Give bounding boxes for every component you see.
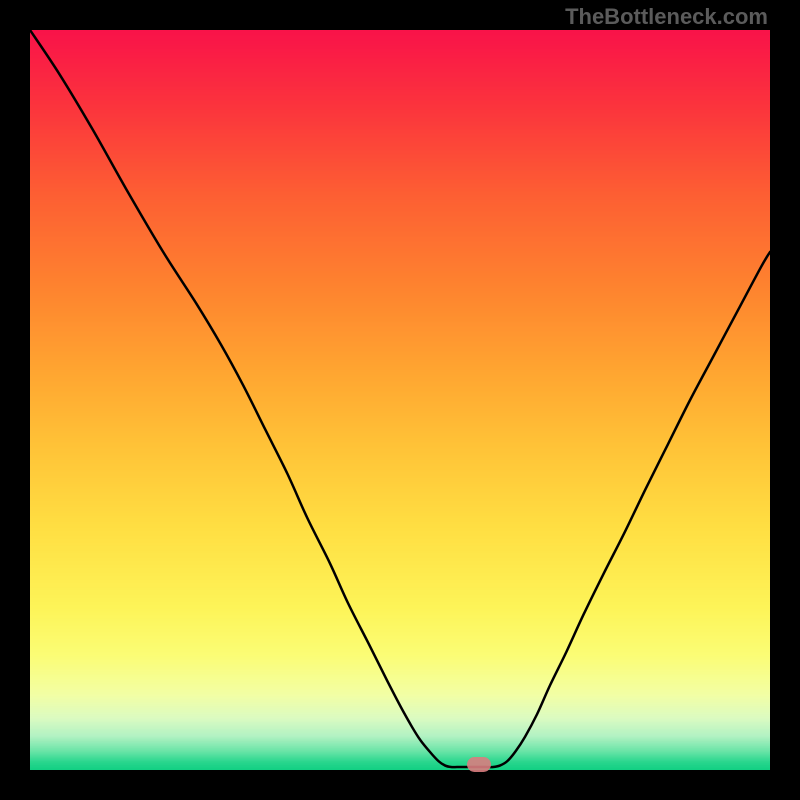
optimal-point-marker xyxy=(467,757,491,772)
bottleneck-curve xyxy=(30,30,770,767)
chart-root: TheBottleneck.com xyxy=(0,0,800,800)
watermark-text: TheBottleneck.com xyxy=(565,4,768,30)
bottleneck-curve-layer xyxy=(30,30,770,770)
plot-area xyxy=(30,30,770,770)
